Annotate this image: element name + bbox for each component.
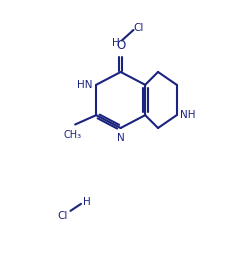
Text: Cl: Cl bbox=[57, 210, 67, 220]
Text: H: H bbox=[112, 38, 120, 48]
Text: NH: NH bbox=[180, 110, 196, 120]
Text: N: N bbox=[117, 133, 125, 143]
Text: HN: HN bbox=[77, 80, 93, 90]
Text: H: H bbox=[83, 197, 91, 207]
Text: O: O bbox=[116, 39, 125, 52]
Text: CH₃: CH₃ bbox=[64, 130, 82, 140]
Text: Cl: Cl bbox=[133, 23, 143, 33]
